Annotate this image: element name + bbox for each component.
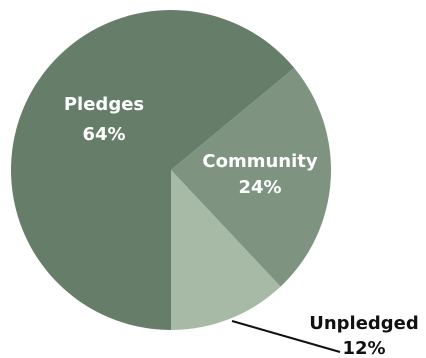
pie-labels: Pledges 64% Community 24% Unpledged 12% bbox=[64, 94, 419, 358]
pie-slice-community bbox=[171, 68, 331, 287]
leader-line-unpledged bbox=[231, 320, 341, 353]
slice-value-unpledged: 12% bbox=[342, 338, 385, 358]
slice-label-unpledged: Unpledged bbox=[309, 313, 419, 334]
slice-value-community: 24% bbox=[238, 177, 281, 198]
pie-slice-unpledged bbox=[171, 170, 281, 330]
pie-slices bbox=[10, 9, 331, 330]
slice-value-pledges: 64% bbox=[82, 124, 125, 145]
slice-label-pledges: Pledges bbox=[64, 94, 144, 115]
pie-slice-pledges bbox=[10, 9, 295, 330]
slice-label-community: Community bbox=[202, 151, 317, 172]
